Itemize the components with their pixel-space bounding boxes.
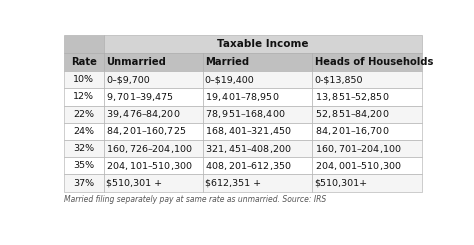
Text: Married: Married xyxy=(205,57,249,67)
Bar xyxy=(312,53,422,71)
Bar xyxy=(202,53,312,71)
Bar xyxy=(64,174,104,192)
Text: $168,401–$321,450: $168,401–$321,450 xyxy=(205,125,292,137)
Text: 12%: 12% xyxy=(73,92,94,101)
Bar xyxy=(312,174,422,192)
Text: Taxable Income: Taxable Income xyxy=(218,39,309,49)
Bar xyxy=(312,123,422,140)
Text: 35%: 35% xyxy=(73,161,94,170)
Bar xyxy=(202,174,312,192)
Bar xyxy=(104,140,202,157)
Text: 32%: 32% xyxy=(73,144,94,153)
Text: 0–$19,400: 0–$19,400 xyxy=(205,75,255,84)
Text: Married filing separately pay at same rate as unmarried. Source: IRS: Married filing separately pay at same ra… xyxy=(64,196,326,204)
Bar xyxy=(64,140,104,157)
Bar xyxy=(312,140,422,157)
Text: $510,301+: $510,301+ xyxy=(315,179,368,187)
Text: 0–$9,700: 0–$9,700 xyxy=(106,75,150,84)
Bar xyxy=(104,157,202,174)
Bar xyxy=(64,88,104,106)
Text: $510,301 +: $510,301 + xyxy=(106,179,162,187)
Bar xyxy=(202,71,312,88)
Bar xyxy=(64,123,104,140)
Bar xyxy=(202,88,312,106)
Bar xyxy=(202,157,312,174)
Text: Heads of Households: Heads of Households xyxy=(315,57,433,67)
Text: $52,851–$84,200: $52,851–$84,200 xyxy=(315,108,389,120)
Bar xyxy=(64,53,104,71)
Text: $160,726–$204,100: $160,726–$204,100 xyxy=(106,143,193,155)
Bar xyxy=(312,71,422,88)
Text: $78,951–$168,400: $78,951–$168,400 xyxy=(205,108,285,120)
Bar xyxy=(202,106,312,123)
Text: $84,201–$160,725: $84,201–$160,725 xyxy=(106,125,186,137)
Bar xyxy=(64,157,104,174)
Text: 10%: 10% xyxy=(73,75,94,84)
Bar xyxy=(312,106,422,123)
Bar xyxy=(104,123,202,140)
Bar xyxy=(202,123,312,140)
Bar xyxy=(104,106,202,123)
Text: $84,201–$16,700: $84,201–$16,700 xyxy=(315,125,389,137)
Text: Unmarried: Unmarried xyxy=(106,57,166,67)
Bar xyxy=(104,88,202,106)
Bar xyxy=(312,157,422,174)
Text: $13,851–$52,850: $13,851–$52,850 xyxy=(315,91,389,103)
Text: Rate: Rate xyxy=(71,57,97,67)
Bar xyxy=(202,140,312,157)
Bar xyxy=(64,35,104,53)
Text: $612,351 +: $612,351 + xyxy=(205,179,261,187)
Text: $9,701–$39,475: $9,701–$39,475 xyxy=(106,91,174,103)
Text: 22%: 22% xyxy=(73,110,94,119)
Text: $321,451–$408,200: $321,451–$408,200 xyxy=(205,143,292,155)
Bar xyxy=(312,88,422,106)
Bar xyxy=(104,53,202,71)
Text: $204,001–$510,300: $204,001–$510,300 xyxy=(315,160,401,172)
Text: $39,476–$84,200: $39,476–$84,200 xyxy=(106,108,181,120)
Text: $408,201–$612,350: $408,201–$612,350 xyxy=(205,160,292,172)
Bar xyxy=(64,71,104,88)
Text: 0-$13,850: 0-$13,850 xyxy=(315,75,363,84)
Text: $160,701–$204,100: $160,701–$204,100 xyxy=(315,143,401,155)
Text: $204,101–$510,300: $204,101–$510,300 xyxy=(106,160,193,172)
Bar xyxy=(104,35,422,53)
Text: 24%: 24% xyxy=(73,127,94,136)
Text: 37%: 37% xyxy=(73,179,94,187)
Bar xyxy=(104,174,202,192)
Bar xyxy=(104,71,202,88)
Text: $19,401–$78,950: $19,401–$78,950 xyxy=(205,91,279,103)
Bar xyxy=(64,106,104,123)
